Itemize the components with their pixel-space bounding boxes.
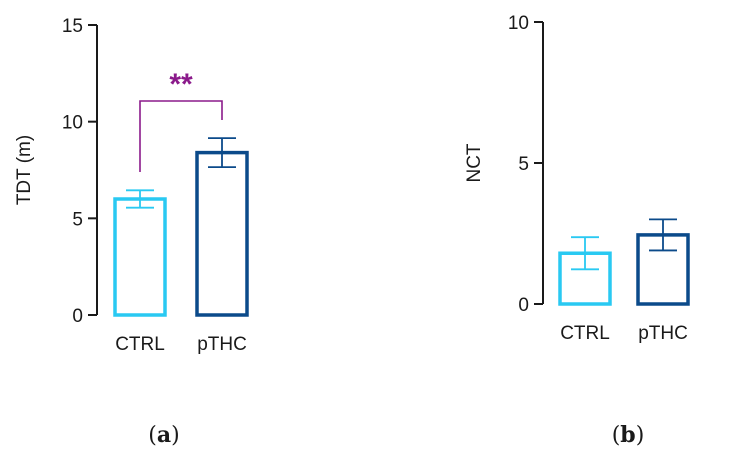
panel-b-ylabel: NCT [464,143,485,182]
y-tick-label: 10 [62,113,83,134]
panel-a-x-labels: CTRL pTHC [115,334,247,355]
panel-b: NCT 0 5 10 CTRL pTHC (b) [464,13,690,448]
panel-a-bars [113,137,249,317]
panel-b-x-labels: CTRL pTHC [560,323,688,344]
y-tick-label: 5 [72,209,83,230]
panel-a: TDT (m) 0 5 10 15 CTRL pTHC ** (a) [14,16,249,448]
y-tick-label: 0 [72,306,83,327]
x-tick-label-pthc: pTHC [197,334,247,355]
y-tick-label: 10 [508,13,529,34]
y-tick-label: 0 [518,295,529,316]
bar-ctrl [113,197,167,317]
y-tick-label: 5 [518,154,529,175]
x-tick-label-ctrl: CTRL [560,323,610,344]
y-tick-label: 15 [62,16,83,37]
panel-a-label: (a) [148,422,179,448]
significance-label: ** [169,68,193,101]
x-tick-label-pthc: pTHC [638,323,688,344]
panel-a-y-ticks: 0 5 10 15 [62,16,97,327]
significance-bracket [139,100,223,172]
panel-b-bars [558,218,690,306]
panel-b-y-ticks: 0 5 10 [508,13,543,316]
panel-b-label: (b) [612,422,645,448]
panel-a-ylabel: TDT (m) [14,135,35,205]
bar-pthc [195,150,249,317]
x-tick-label-ctrl: CTRL [115,334,165,355]
bar-ctrl [558,251,612,306]
